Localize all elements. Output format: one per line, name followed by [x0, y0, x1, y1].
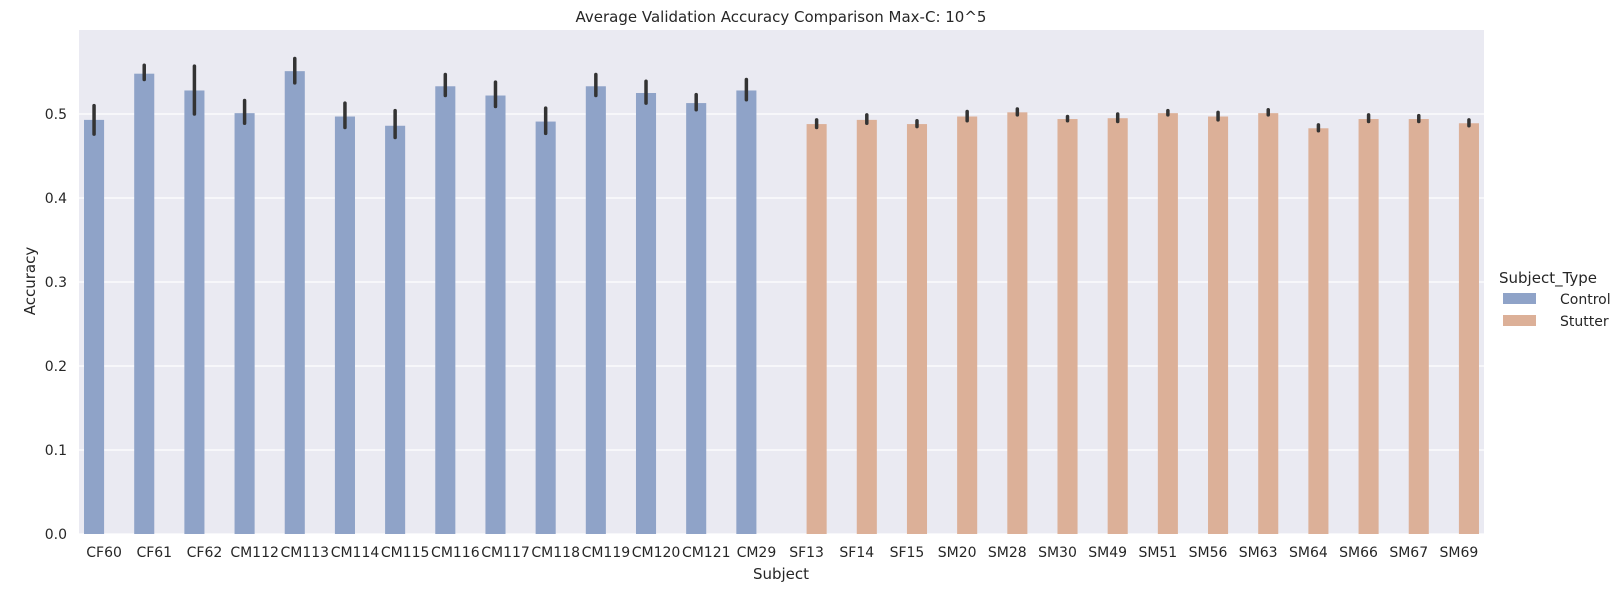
legend-label-stutter: Stutter: [1560, 314, 1609, 330]
x-tick-label: SM28: [988, 545, 1027, 561]
bar-control-cf61: [134, 73, 155, 535]
x-tick-label: CM121: [682, 545, 731, 561]
bar-stutter-sf14: [856, 119, 877, 534]
legend-swatch-stutter: [1503, 315, 1536, 326]
bar-control-cm121: [686, 103, 707, 534]
bar-control-cm120: [635, 93, 657, 534]
x-tick-label: CM115: [381, 545, 430, 561]
y-axis-ticks: 0.0 0.1 0.2 0.3 0.4 0.5: [45, 107, 67, 543]
x-tick-label: CM29: [737, 545, 777, 561]
x-tick-label: CM119: [582, 545, 631, 561]
bar-control-cm112: [234, 113, 255, 534]
bar-control-cm116: [435, 86, 456, 534]
x-tick-label: SM49: [1088, 545, 1127, 561]
x-tick-label: CM112: [230, 545, 279, 561]
bar-stutter-sm69: [1458, 123, 1479, 535]
x-tick-label: SM51: [1138, 545, 1177, 561]
bar-control-cm114: [334, 116, 355, 535]
x-tick-label: SF14: [839, 545, 874, 561]
bar-control-cm115: [385, 125, 406, 534]
legend: Subject_Type Control Stutter: [1499, 269, 1611, 330]
y-tick-label: 0.5: [45, 107, 67, 123]
bar-stutter-sm63: [1258, 113, 1279, 534]
x-tick-label: CM117: [481, 545, 530, 561]
bar-control-cm119: [585, 86, 606, 534]
bar-stutter-sf13: [806, 124, 827, 534]
bar-stutter-sm30: [1057, 119, 1078, 534]
x-tick-label: SM63: [1239, 545, 1278, 561]
x-tick-label: CM114: [331, 545, 380, 561]
bar-control-cf60: [84, 119, 105, 534]
x-tick-label: CF60: [86, 545, 122, 561]
x-axis-ticks: CF60 CF61 CF62 CM112 CM113 CM114 CM115 CM116 CM1…: [86, 545, 1478, 561]
bar-stutter-sm28: [1007, 112, 1028, 534]
bar-control-cm117: [485, 95, 506, 535]
bar-stutter-sm64: [1308, 128, 1329, 534]
x-tick-label: SF15: [890, 545, 925, 561]
bar-stutter-sm49: [1107, 118, 1128, 534]
bar-control-cm113: [284, 71, 305, 534]
x-tick-label: SM66: [1339, 545, 1378, 561]
bar-control-cm118: [535, 121, 556, 534]
legend-title: Subject_Type: [1499, 269, 1597, 288]
x-tick-label: CM113: [281, 545, 330, 561]
x-tick-label: SM56: [1189, 545, 1228, 561]
legend-label-control: Control: [1560, 292, 1611, 308]
x-tick-label: SM64: [1289, 545, 1328, 561]
bar-stutter-sm66: [1358, 119, 1379, 534]
grid-lines: [79, 113, 1484, 535]
x-tick-label: SM69: [1440, 545, 1479, 561]
x-tick-label: SM20: [938, 545, 977, 561]
bar-stutter-sm56: [1208, 116, 1229, 535]
chart-title: Average Validation Accuracy Comparison M…: [576, 8, 987, 26]
y-tick-label: 0.0: [45, 527, 67, 543]
bar-stutter-sm51: [1157, 113, 1178, 534]
x-axis-label: Subject: [753, 565, 809, 583]
error-bars: [92, 56, 1471, 140]
bar-stutter-sm20: [957, 116, 978, 535]
y-tick-label: 0.2: [45, 359, 67, 375]
x-tick-label: CM116: [431, 545, 480, 561]
x-tick-label: CM118: [531, 545, 580, 561]
bar-stutter-sf15: [906, 124, 928, 534]
x-tick-label: CM120: [632, 545, 681, 561]
y-axis-label: Accuracy: [21, 247, 39, 316]
legend-swatch-control: [1503, 293, 1536, 304]
bars: [84, 71, 1479, 535]
bar-control-cm29: [736, 90, 757, 534]
y-tick-label: 0.1: [45, 443, 67, 459]
x-tick-label: SM67: [1389, 545, 1428, 561]
x-tick-label: SF13: [789, 545, 824, 561]
bar-stutter-sm67: [1408, 119, 1429, 534]
x-tick-label: CF62: [187, 545, 223, 561]
x-tick-label: CF61: [136, 545, 172, 561]
bar-control-cf62: [184, 90, 205, 534]
x-tick-label: SM30: [1038, 545, 1077, 561]
y-tick-label: 0.4: [45, 191, 67, 207]
y-tick-label: 0.3: [45, 275, 67, 291]
